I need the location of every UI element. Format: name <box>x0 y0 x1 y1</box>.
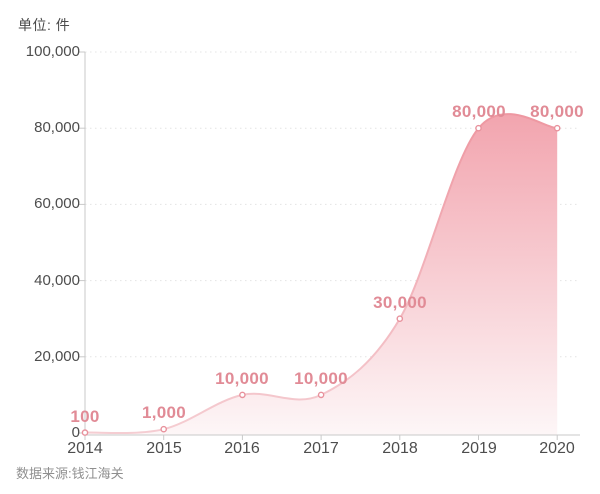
data-point-marker <box>160 425 167 433</box>
y-axis-tick-label: 100,000 <box>25 43 80 60</box>
data-point-label: 10,000 <box>294 369 348 388</box>
x-axis-tick-label: 2016 <box>224 440 260 457</box>
unit-label: 单位: 件 <box>18 17 71 33</box>
x-axis-tick-label: 2014 <box>67 440 103 457</box>
x-axis-tick-label: 2019 <box>461 440 497 457</box>
y-axis-tick-label: 60,000 <box>34 195 80 212</box>
data-point-marker <box>239 391 246 399</box>
data-point-label: 30,000 <box>373 293 427 312</box>
data-point-marker <box>475 124 482 132</box>
data-point-label: 80,000 <box>530 102 584 121</box>
x-axis-tick-label: 2015 <box>146 440 182 457</box>
data-point-label: 100 <box>70 407 100 426</box>
y-axis-tick-label: 0 <box>71 424 80 441</box>
source-label: 数据来源:钱江海关 <box>16 466 124 481</box>
x-axis-tick-label: 2017 <box>303 440 339 457</box>
y-axis-tick-label: 20,000 <box>34 348 80 365</box>
x-axis-tick-label: 2020 <box>539 440 575 457</box>
data-point-marker <box>81 429 89 436</box>
x-axis-tick-label: 2018 <box>382 440 418 457</box>
y-axis-tick-label: 80,000 <box>34 119 80 136</box>
y-axis-tick-label: 40,000 <box>34 272 80 289</box>
area-fill <box>85 114 558 435</box>
data-point-marker <box>317 391 325 399</box>
data-point-marker <box>396 315 404 323</box>
data-point-label: 10,000 <box>215 369 269 388</box>
data-point-label: 80,000 <box>452 102 506 121</box>
data-point-label: 1,000 <box>141 403 187 422</box>
data-point-marker <box>553 124 561 132</box>
